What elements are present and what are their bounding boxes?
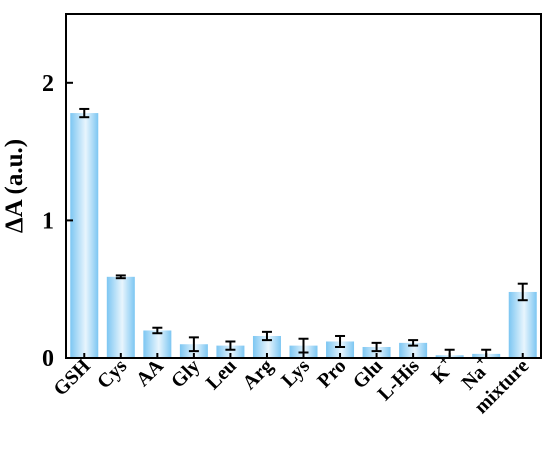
x-tick-label-l-his: L-His xyxy=(374,355,424,405)
x-tick-label-cys: Cys xyxy=(93,355,131,393)
y-tick-label: 1 xyxy=(42,208,54,234)
bar-pro xyxy=(326,341,355,358)
error-bar-pro xyxy=(335,334,346,348)
bar-cys xyxy=(106,276,135,358)
error-bar-mixture xyxy=(517,282,528,302)
x-tick-label-pro: Pro xyxy=(313,355,350,392)
error-bar-gly xyxy=(188,336,199,353)
error-bar-glu xyxy=(371,341,382,353)
x-tick-label-aa: AA xyxy=(132,355,168,391)
error-bar-l-his xyxy=(408,339,419,347)
y-axis-ticks: 0 1 2 xyxy=(42,71,73,372)
plot-frame xyxy=(65,13,542,359)
x-tick-label-gsh: GSH xyxy=(49,355,95,401)
bars-group xyxy=(70,113,537,359)
bar-mixture xyxy=(508,291,537,358)
error-bar-aa xyxy=(152,326,163,335)
error-bar-gsh xyxy=(79,107,90,119)
error-bar-lys xyxy=(298,337,309,354)
x-tick-label-arg: Arg xyxy=(238,355,277,394)
bar-arg xyxy=(252,335,281,358)
y-tick-label: 2 xyxy=(42,71,54,97)
x-tick-label-leu: Leu xyxy=(202,355,241,394)
x-tick-label-lys: Lys xyxy=(277,355,314,392)
bar-gsh xyxy=(70,113,99,359)
x-tick-label-gly: Gly xyxy=(167,355,205,393)
bar-leu xyxy=(216,345,245,358)
error-bars-group xyxy=(79,107,528,359)
error-bar-cys xyxy=(115,274,126,280)
bar-l-his xyxy=(399,342,428,358)
bar-glu xyxy=(362,346,391,358)
error-bar-arg xyxy=(261,330,272,342)
y-axis-label: ΔA (a.u.) xyxy=(1,139,28,233)
error-bar-leu xyxy=(225,340,236,351)
y-tick-label: 0 xyxy=(42,346,54,372)
